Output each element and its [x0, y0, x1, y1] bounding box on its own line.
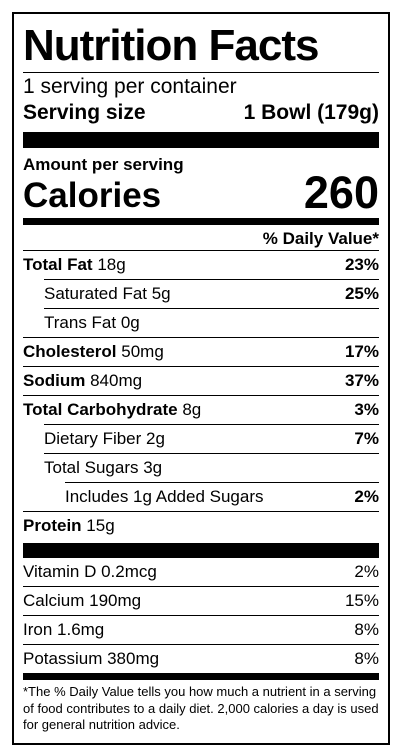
- nutrient-label: Cholesterol 50mg: [23, 343, 164, 360]
- daily-value: 8%: [354, 649, 379, 668]
- nutrient-name: Dietary Fiber 2g: [44, 429, 165, 448]
- nutrient-name: Total Fat: [23, 255, 93, 274]
- row-divider: [23, 250, 379, 251]
- row-divider: [65, 482, 379, 483]
- nutrient-amount: 8g: [182, 400, 202, 419]
- serving-size-value: 1 Bowl (179g): [243, 101, 379, 124]
- calories-label: Calories: [23, 176, 162, 215]
- nutrient-name: Saturated Fat 5g: [44, 284, 171, 303]
- footnote: *The % Daily Value tells you how much a …: [23, 684, 379, 732]
- daily-value: 15%: [344, 591, 379, 610]
- nutrient-amount: 840mg: [90, 371, 143, 390]
- row-divider: [44, 453, 379, 454]
- row-divider: [23, 615, 379, 616]
- nutrient-name: Includes 1g Added Sugars: [65, 487, 264, 506]
- daily-value-heading: % Daily Value*: [262, 229, 379, 248]
- divider: [23, 72, 379, 73]
- nutrient-name: Vitamin D 0.2mcg: [23, 562, 157, 581]
- nutrient-name: Sodium: [23, 371, 86, 390]
- daily-value: 17%: [344, 342, 379, 361]
- nutrient-name: Iron 1.6mg: [23, 620, 105, 639]
- row-divider: [23, 557, 379, 558]
- nutrition-label: Nutrition Facts 1 serving per container …: [12, 12, 390, 745]
- row-divider: [23, 511, 379, 512]
- daily-value: 7%: [354, 429, 379, 448]
- row-divider: [23, 395, 379, 396]
- nutrient-name: Trans Fat 0g: [44, 313, 140, 332]
- daily-value: 8%: [354, 620, 379, 639]
- nutrient-label: Sodium 840mg: [23, 372, 142, 389]
- nutrient-name: Total Sugars 3g: [44, 458, 163, 477]
- daily-value: 3%: [354, 400, 379, 419]
- row-divider: [23, 337, 379, 338]
- nutrient-label: Protein 15g: [23, 517, 115, 534]
- daily-value: 37%: [344, 371, 379, 390]
- thick-bar: [23, 132, 379, 148]
- daily-value: 25%: [344, 284, 379, 303]
- daily-value: 23%: [344, 255, 379, 274]
- thick-bar: [23, 543, 379, 557]
- row-divider: [44, 279, 379, 280]
- row-divider: [23, 586, 379, 587]
- row-divider: [44, 308, 379, 309]
- daily-value: 2%: [354, 487, 379, 506]
- row-divider: [23, 644, 379, 645]
- nutrient-amount: 15g: [86, 516, 115, 535]
- row-divider: [44, 424, 379, 425]
- nutrient-name: Protein: [23, 516, 82, 535]
- nutrient-amount: 50mg: [121, 342, 164, 361]
- calories-value: 260: [303, 167, 379, 218]
- servings: 1 serving per container: [23, 75, 237, 98]
- title: Nutrition Facts: [23, 21, 319, 70]
- row-divider: [23, 366, 379, 367]
- daily-value: 2%: [354, 562, 379, 581]
- nutrient-name: Cholesterol: [23, 342, 117, 361]
- nutrient-name: Potassium 380mg: [23, 649, 160, 668]
- serving-size-label: Serving size: [23, 101, 146, 124]
- medium-bar: [23, 218, 379, 225]
- nutrient-label: Total Fat 18g: [23, 256, 126, 273]
- nutrient-amount: 18g: [97, 255, 126, 274]
- nutrient-name: Total Carbohydrate: [23, 400, 178, 419]
- amount-per-serving: Amount per serving: [23, 155, 184, 174]
- medium-bar: [23, 673, 379, 680]
- nutrient-label: Total Carbohydrate 8g: [23, 401, 201, 418]
- nutrient-name: Calcium 190mg: [23, 591, 142, 610]
